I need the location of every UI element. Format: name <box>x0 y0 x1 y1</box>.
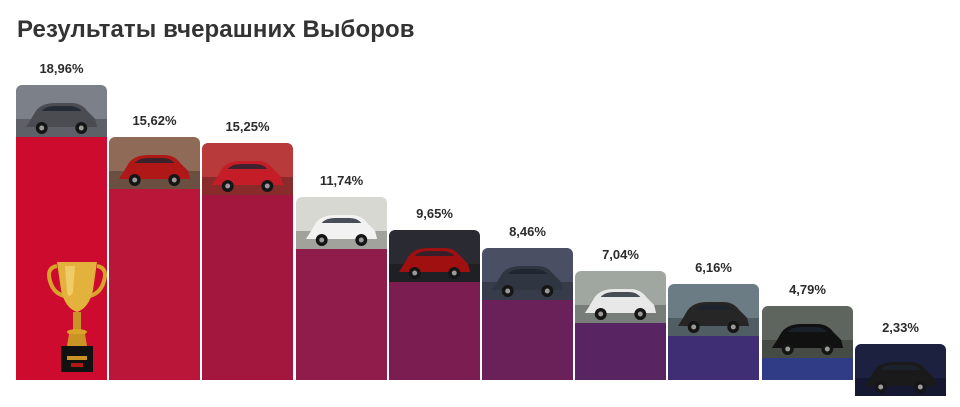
value-label: 7,04% <box>602 247 639 262</box>
bar: 18,96% <box>16 61 107 380</box>
car-photo-icon <box>855 344 946 396</box>
chart-title: Результаты вчерашних Выборов <box>17 16 415 43</box>
bar-fill <box>16 131 107 380</box>
value-label: 18,96% <box>39 61 84 76</box>
trophy-icon <box>47 256 107 381</box>
car-photo-icon <box>482 248 573 300</box>
bar-fill <box>668 330 759 380</box>
car-photo-icon <box>202 143 293 195</box>
value-label: 9,65% <box>416 206 453 221</box>
car-photo-icon <box>109 137 200 189</box>
value-label: 6,16% <box>695 260 732 275</box>
value-label: 15,25% <box>225 119 270 134</box>
bar: 15,62% <box>109 113 200 380</box>
bar: 4,79% <box>762 282 853 380</box>
car-photo-icon <box>296 197 387 249</box>
car-photo-icon <box>16 85 107 137</box>
value-label: 15,62% <box>132 113 177 128</box>
bar-fill <box>482 294 573 380</box>
value-label: 2,33% <box>882 320 919 335</box>
bar-fill <box>202 189 293 380</box>
bar-fill <box>389 276 480 380</box>
value-label: 4,79% <box>789 282 826 297</box>
car-photo-icon <box>389 230 480 282</box>
bar-fill <box>109 183 200 380</box>
bar-fill <box>575 317 666 380</box>
bar-fill <box>296 243 387 380</box>
car-photo-icon <box>762 306 853 358</box>
bar: 8,46% <box>482 224 573 380</box>
bar: 15,25% <box>202 119 293 380</box>
bar: 6,16% <box>668 260 759 380</box>
car-photo-icon <box>575 271 666 323</box>
value-label: 8,46% <box>509 224 546 239</box>
bar: 2,33% <box>855 320 946 396</box>
bar: 9,65% <box>389 206 480 380</box>
bar: 7,04% <box>575 247 666 380</box>
bar: 11,74% <box>296 173 387 380</box>
car-photo-icon <box>668 284 759 336</box>
value-label: 11,74% <box>319 173 364 188</box>
